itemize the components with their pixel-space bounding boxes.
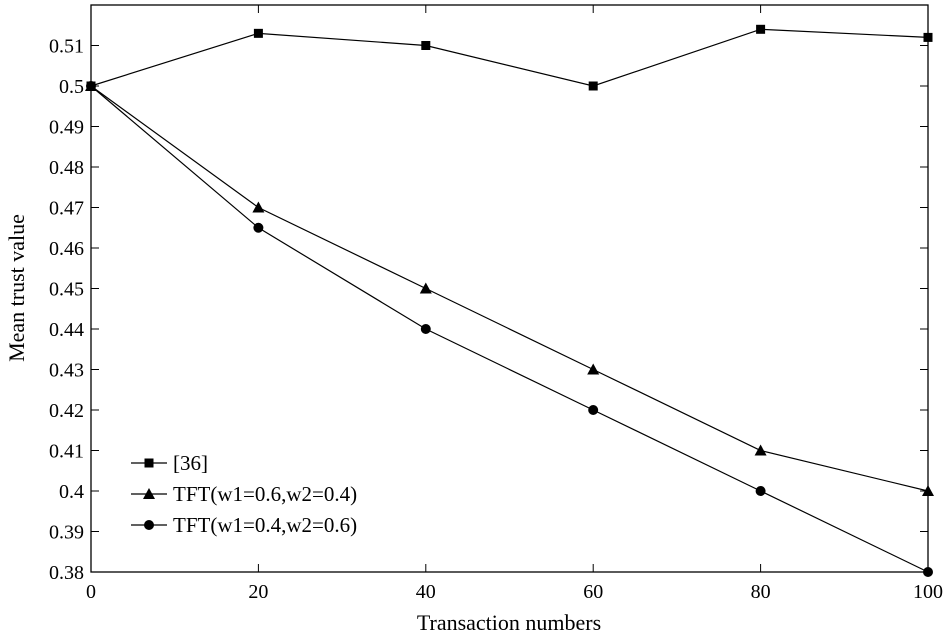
series-3 [86, 81, 933, 577]
data-point [419, 282, 432, 294]
data-point [587, 363, 600, 375]
data-point [420, 324, 431, 334]
y-tick-label: 0.45 [49, 279, 84, 301]
series-line [90, 85, 929, 573]
data-point [754, 444, 767, 456]
data-point [253, 222, 264, 233]
x-tick-label: 80 [751, 581, 771, 603]
x-tick-label: 0 [86, 581, 96, 603]
x-axis-title: Transaction numbers [417, 610, 601, 635]
y-tick-label: 0.48 [49, 157, 84, 179]
y-tick-label: 0.49 [49, 117, 84, 139]
y-tick-label: 0.5 [59, 76, 84, 98]
y-tick-label: 0.42 [49, 400, 84, 422]
series-1 [86, 24, 933, 91]
legend-marker [144, 458, 154, 468]
data-point [755, 486, 766, 496]
y-tick-label: 0.44 [49, 319, 84, 341]
series-line [90, 28, 929, 87]
legend-label: TFT(w1=0.6,w2=0.4) [173, 482, 357, 506]
y-tick-label: 0.39 [49, 522, 84, 544]
series-layer [85, 24, 934, 577]
legend-item: [36] [131, 451, 208, 475]
plot-frame [90, 4, 929, 573]
legend: [36] TFT(w1=0.6,w2=0.4) TFT(w1=0.4,w2=0.6) [131, 451, 357, 537]
data-point [588, 405, 599, 415]
legend-label: TFT(w1=0.4,w2=0.6) [173, 513, 357, 537]
data-point [252, 201, 265, 213]
y-tick-label: 0.51 [49, 36, 84, 58]
y-tick-label: 0.43 [49, 360, 84, 382]
x-tick-label: 100 [913, 581, 943, 603]
y-tick-label: 0.46 [49, 238, 84, 260]
y-tick-label: 0.38 [49, 562, 84, 584]
x-tick-label: 20 [248, 581, 268, 603]
y-tick-label: 0.4 [59, 481, 84, 503]
x-tick-label: 60 [583, 581, 603, 603]
y-tick-label: 0.41 [49, 441, 84, 463]
x-tick-label: 40 [416, 581, 436, 603]
series-2 [85, 80, 934, 496]
series-line [90, 85, 929, 492]
ticks-layer: 0 20 40 60 80 100 0.38 0.39 0.4 0.41 0.42 0.43 0.44 0… [49, 5, 943, 603]
legend-item: TFT(w1=0.6,w2=0.4) [131, 482, 357, 506]
data-point [253, 28, 263, 38]
data-point [756, 24, 766, 34]
legend-item: TFT(w1=0.4,w2=0.6) [131, 513, 357, 537]
data-point [421, 41, 431, 50]
data-point [588, 81, 598, 91]
legend-marker [143, 488, 155, 499]
legend-label: [36] [173, 451, 208, 475]
legend-marker [144, 520, 154, 530]
y-axis-title: Mean trust value [4, 214, 29, 362]
y-tick-label: 0.47 [49, 198, 84, 220]
